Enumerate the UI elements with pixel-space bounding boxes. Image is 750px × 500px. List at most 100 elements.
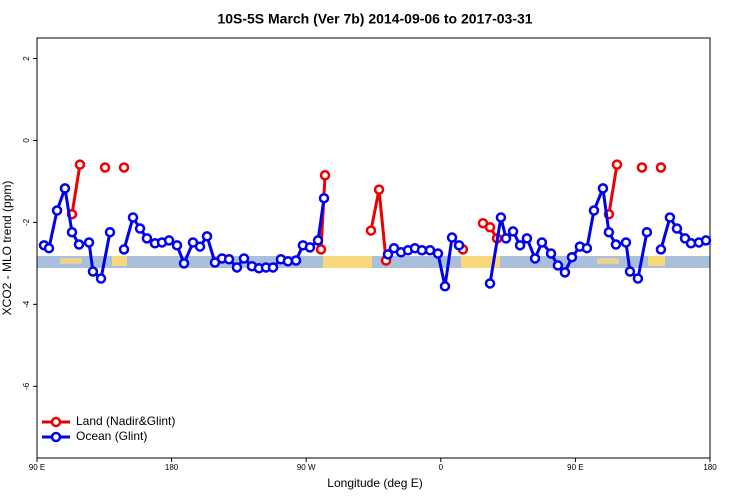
data-point [514, 240, 526, 251]
data-point [134, 223, 146, 234]
data-point [566, 251, 578, 263]
series-line [43, 187, 112, 282]
data-point [282, 256, 294, 267]
data-point [238, 253, 250, 264]
data-point [43, 242, 55, 254]
map-strip [37, 256, 710, 268]
data-point [290, 255, 302, 266]
x-tick-label: 0 [439, 463, 444, 472]
data-point [664, 212, 676, 223]
data-point [59, 183, 71, 194]
data-point [365, 225, 377, 236]
data-point [87, 266, 99, 277]
y-axis-label: XCO2 - MLO trend (ppm) [0, 181, 14, 316]
x-axis-label: Longitude (deg E) [327, 476, 422, 490]
legend-label: Land (Nadir&Glint) [76, 414, 175, 428]
data-point [446, 232, 458, 243]
chart-title: 10S-5S March (Ver 7b) 2014-09-06 to 2017… [217, 11, 532, 27]
data-point [495, 212, 507, 223]
data-point [66, 226, 78, 238]
data-point [432, 248, 444, 259]
data-point [700, 235, 712, 246]
land-strip [323, 256, 372, 268]
data-point [163, 235, 175, 246]
data-point [484, 222, 496, 233]
data-point [507, 226, 519, 237]
land-strip [461, 256, 500, 268]
x-tick-label: 90 E [29, 463, 45, 472]
legend-label: Ocean (Glint) [76, 429, 147, 443]
land-strip [112, 256, 127, 266]
data-point [439, 281, 451, 292]
data-point [118, 244, 130, 255]
y-tick-label: -2 [22, 218, 31, 226]
data-point [74, 159, 86, 170]
data-point [453, 240, 465, 251]
data-point [73, 239, 85, 250]
data-point [178, 258, 190, 269]
data-point [104, 226, 116, 238]
data-point [655, 162, 667, 173]
data-point [171, 240, 183, 251]
data-point [382, 249, 394, 260]
ocean-strip [37, 256, 710, 268]
series-line [607, 164, 619, 215]
data-point [95, 273, 107, 284]
land-strip [648, 256, 665, 266]
data-point [603, 226, 615, 238]
plot-frame [36, 37, 711, 459]
data-point [559, 267, 571, 278]
x-tick-label: 90 E [567, 463, 583, 472]
x-tick-label: 90 W [297, 463, 316, 472]
y-tick-label: -4 [22, 300, 31, 308]
data-point [99, 162, 111, 173]
data-point [231, 262, 243, 273]
data-point [223, 254, 235, 265]
data-point [267, 262, 279, 273]
y-tick-label: 2 [22, 56, 31, 61]
y-tick-label: 0 [22, 138, 31, 143]
data-point [632, 273, 644, 284]
data-point [484, 278, 496, 289]
data-point [636, 162, 648, 173]
data-point [552, 260, 564, 271]
data-point [416, 245, 428, 256]
data-point [671, 223, 683, 234]
data-point [194, 241, 206, 252]
data-point [655, 244, 667, 255]
data-point [51, 205, 63, 216]
data-point [611, 159, 623, 170]
y-tick-label: -6 [22, 382, 31, 390]
data-point [312, 235, 324, 246]
data-point [127, 212, 139, 223]
data-point [597, 183, 609, 194]
data-point [620, 237, 632, 248]
data-point [529, 253, 541, 264]
data-point [319, 170, 331, 181]
data-point [500, 233, 512, 244]
data-point [536, 237, 548, 248]
legend-marker [50, 431, 62, 443]
data-point [315, 244, 327, 255]
x-tick-label: 180 [165, 463, 179, 472]
data-point [545, 248, 557, 259]
data-point [588, 205, 600, 216]
data-point [373, 184, 385, 195]
data-point [581, 242, 593, 254]
data-point [610, 239, 622, 250]
data-point [624, 266, 636, 277]
data-point [641, 226, 653, 238]
land-strip [60, 258, 82, 264]
data-point [118, 162, 130, 173]
data-point [521, 233, 533, 244]
data-point [318, 192, 330, 204]
x-tick-label: 180 [703, 463, 717, 472]
series-line [70, 164, 82, 215]
legend-marker [50, 416, 62, 428]
data-point [201, 231, 213, 242]
land-strip [597, 258, 619, 264]
data-point [304, 242, 316, 253]
data-point [141, 233, 153, 244]
data-point [83, 237, 95, 248]
